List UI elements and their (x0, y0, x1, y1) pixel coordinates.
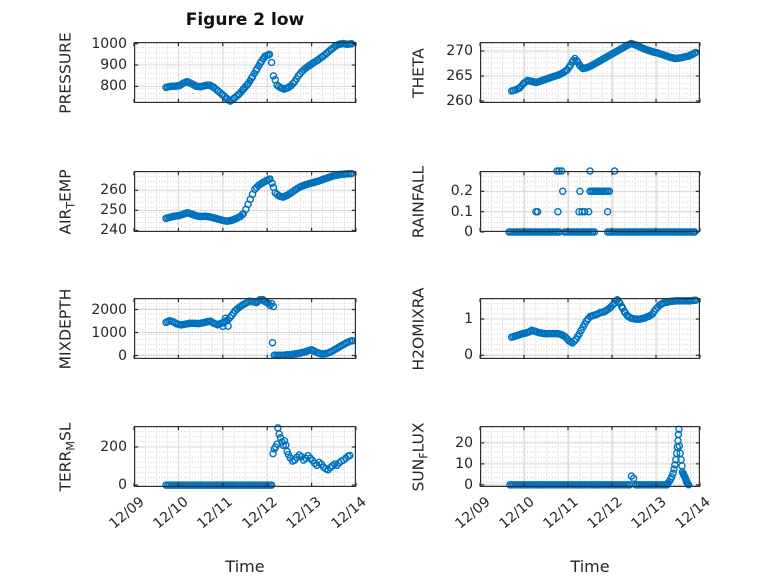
chart-canvas-terr-msl (133, 424, 357, 489)
figure-title: Figure 2 low (185, 10, 305, 30)
y-tick-label: 260 (100, 182, 127, 199)
x-tick-label: 12/09 (452, 494, 494, 533)
x-tick-label: 12/10 (150, 494, 192, 533)
y-tick-label: 260 (446, 93, 473, 109)
y-tick-label: 270 (446, 43, 473, 59)
y-tick-label: 1000 (91, 324, 127, 341)
x-axis-title-left: Time (225, 557, 265, 576)
subplot-h2omixra: H2OMIXRA 0 1 (409, 287, 701, 370)
y-axis-label-pressure: PRESSURE (56, 31, 75, 114)
y-tick-label: 200 (100, 438, 127, 455)
chart-canvas-sun-flux (479, 425, 701, 489)
x-axis-title-right: Time (570, 557, 610, 576)
x-tick-label: 12/11 (540, 494, 582, 533)
chart-canvas-rainfall (479, 167, 701, 236)
y-tick-label: 0 (464, 476, 473, 493)
y-axis-label-air-temp: AIRTEMP (56, 168, 78, 235)
y-tick-label: 265 (446, 68, 473, 84)
x-tick-label: 12/14 (328, 494, 370, 533)
y-tick-label: 0 (464, 347, 473, 364)
y-tick-label: 2000 (91, 301, 127, 318)
y-tick-label: 0.1 (450, 203, 473, 220)
x-tick-label: 12/14 (672, 494, 714, 533)
y-tick-label: 0 (464, 224, 473, 240)
y-tick-label: 1000 (91, 35, 127, 52)
subplot-theta: THETA 260 265 270 (409, 39, 701, 109)
subplot-pressure: PRESSURE 800 900 1000 (56, 32, 357, 113)
y-axis-label-sun-flux: SUNFLUX (409, 421, 431, 492)
y-tick-label: 800 (100, 78, 127, 95)
chart-canvas-air-temp (133, 169, 357, 232)
y-tick-label: 240 (100, 222, 127, 239)
y-tick-label: 900 (100, 57, 127, 74)
y-tick-label: 0 (118, 477, 127, 494)
x-tick-label: 12/13 (283, 494, 325, 533)
chart-canvas-mixdepth (133, 295, 357, 360)
subplot-rainfall: RAINFALL 0 0.1 0.2 (409, 165, 701, 240)
x-tick-label: 12/11 (194, 494, 237, 533)
subplot-air-temp: AIRTEMP 240 250 260 (56, 169, 357, 238)
chart-canvas-pressure (133, 39, 357, 105)
chart-canvas-h2omixra (479, 296, 701, 359)
y-tick-label: 10 (455, 455, 473, 472)
x-tick-label: 12/12 (584, 494, 626, 533)
y-axis-label-h2omixra: H2OMIXRA (409, 286, 428, 371)
y-axis-label-mixdepth: MIXDEPTH (56, 288, 75, 369)
y-axis-label-terr-msl: TERRMSL (56, 422, 78, 491)
y-tick-label: 250 (100, 202, 127, 219)
subplot-mixdepth: MIXDEPTH 0 1000 2000 (56, 288, 357, 369)
x-tick-label: 12/09 (106, 494, 148, 533)
x-tick-label: 12/13 (628, 494, 670, 533)
chart-canvas-theta (479, 39, 701, 103)
x-tick-label: 12/10 (496, 494, 538, 533)
y-axis-label-theta: THETA (409, 47, 428, 98)
x-tick-label: 12/12 (239, 494, 281, 533)
y-tick-label: 0 (118, 347, 127, 364)
y-tick-label: 0.2 (450, 183, 473, 200)
y-tick-label: 20 (455, 434, 473, 451)
y-axis-label-rainfall: RAINFALL (409, 165, 428, 238)
y-tick-label: 1 (464, 311, 473, 328)
subplot-terr-msl: TERRMSL Time 0 200 12/09 12/10 12/11 12/12 12/… (56, 422, 369, 576)
subplot-sun-flux: SUNFLUX Time 0 10 20 12/09 12/10 12/11 12/12 12… (409, 422, 713, 576)
